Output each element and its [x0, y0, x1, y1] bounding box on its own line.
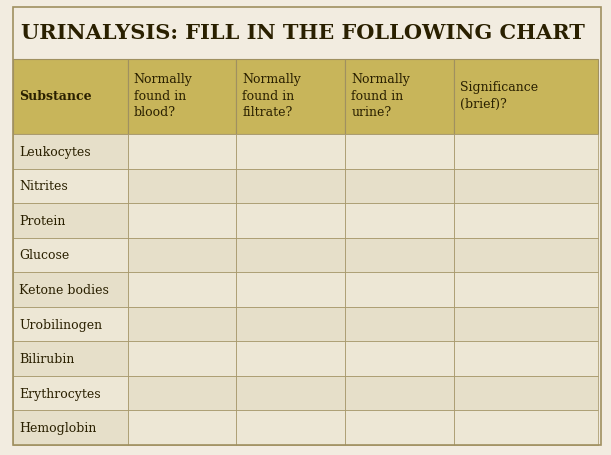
Bar [13, 342, 128, 376]
Bar [13, 8, 601, 60]
Text: Normally
found in
urine?: Normally found in urine? [351, 73, 410, 119]
Bar [236, 342, 345, 376]
Text: Protein: Protein [19, 214, 65, 228]
Bar [13, 376, 128, 410]
Bar [345, 169, 454, 204]
Bar [236, 169, 345, 204]
Bar [454, 204, 598, 238]
Bar [236, 307, 345, 342]
Bar [236, 204, 345, 238]
Text: Glucose: Glucose [19, 249, 69, 262]
Bar [454, 273, 598, 307]
Bar [128, 169, 236, 204]
Bar [13, 60, 128, 135]
Text: Significance
(brief)?: Significance (brief)? [460, 81, 538, 111]
Bar [454, 376, 598, 410]
Bar [454, 342, 598, 376]
Bar [236, 376, 345, 410]
Bar [345, 342, 454, 376]
Bar [236, 273, 345, 307]
Bar [128, 307, 236, 342]
Bar [454, 169, 598, 204]
Text: Substance: Substance [19, 89, 92, 102]
Text: Urobilinogen: Urobilinogen [19, 318, 102, 331]
Text: Erythrocytes: Erythrocytes [19, 387, 101, 400]
Bar [128, 273, 236, 307]
Bar [13, 307, 128, 342]
Bar [128, 238, 236, 273]
Text: URINALYSIS: FILL IN THE FOLLOWING CHART: URINALYSIS: FILL IN THE FOLLOWING CHART [21, 23, 585, 43]
Bar [13, 169, 128, 204]
Bar [345, 204, 454, 238]
Bar [345, 273, 454, 307]
Bar [345, 410, 454, 445]
Bar [128, 342, 236, 376]
Bar [236, 60, 345, 135]
Bar [454, 238, 598, 273]
Bar [345, 135, 454, 169]
Bar [345, 307, 454, 342]
Bar [13, 135, 128, 169]
Bar [128, 60, 236, 135]
Bar [128, 410, 236, 445]
Bar [128, 204, 236, 238]
Bar [454, 135, 598, 169]
Bar [13, 410, 128, 445]
Bar [454, 60, 598, 135]
Text: Normally
found in
blood?: Normally found in blood? [134, 73, 192, 119]
Bar [236, 410, 345, 445]
Bar [236, 238, 345, 273]
Bar [454, 410, 598, 445]
Bar [345, 238, 454, 273]
Text: Normally
found in
filtrate?: Normally found in filtrate? [243, 73, 301, 119]
Bar [128, 135, 236, 169]
Bar [454, 307, 598, 342]
Bar [13, 204, 128, 238]
Bar [13, 273, 128, 307]
Bar [128, 376, 236, 410]
Text: Ketone bodies: Ketone bodies [19, 283, 109, 296]
Text: Bilirubin: Bilirubin [19, 352, 75, 365]
Bar [13, 238, 128, 273]
Text: Leukocytes: Leukocytes [19, 146, 90, 158]
Text: Nitrites: Nitrites [19, 180, 68, 193]
Bar [345, 60, 454, 135]
Bar [236, 135, 345, 169]
Bar [345, 376, 454, 410]
Text: Hemoglobin: Hemoglobin [19, 421, 97, 434]
